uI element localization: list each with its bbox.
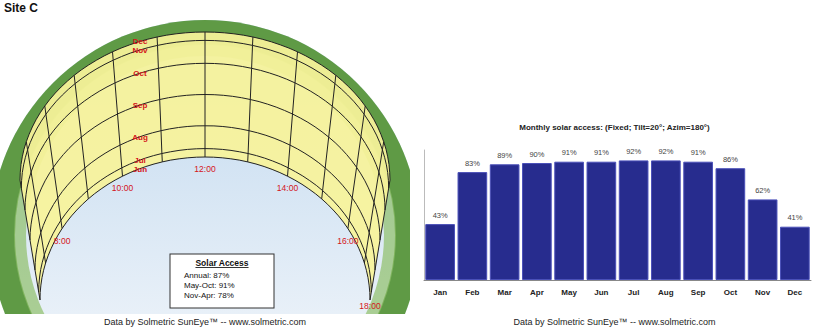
svg-text:Jul: Jul xyxy=(628,288,640,297)
svg-text:92%: 92% xyxy=(658,147,673,156)
html-text:Site C: Site C xyxy=(4,1,38,15)
svg-text:Apr: Apr xyxy=(530,288,544,297)
svg-text:92%: 92% xyxy=(626,147,641,156)
svg-text:Dec: Dec xyxy=(788,288,803,297)
svg-text:12:00: 12:00 xyxy=(194,164,216,174)
svg-text:May-Oct: 91%: May-Oct: 91% xyxy=(184,281,235,290)
svg-text:Nov: Nov xyxy=(755,288,771,297)
svg-text:10:00: 10:00 xyxy=(112,183,134,193)
svg-text:89%: 89% xyxy=(497,151,512,160)
svg-text:62%: 62% xyxy=(755,186,770,195)
svg-text:91%: 91% xyxy=(594,148,609,157)
svg-text:8:00: 8:00 xyxy=(54,236,71,246)
svg-text:16:00: 16:00 xyxy=(337,236,359,246)
svg-text:Annual: 87%: Annual: 87% xyxy=(184,271,229,280)
svg-text:Aug: Aug xyxy=(658,288,674,297)
svg-text:Solar Access: Solar Access xyxy=(195,258,248,268)
svg-text:14:00: 14:00 xyxy=(277,183,299,193)
svg-text:43%: 43% xyxy=(433,211,448,220)
svg-text:Oct: Oct xyxy=(133,69,147,78)
svg-text:Dec: Dec xyxy=(132,37,148,47)
svg-text:91%: 91% xyxy=(691,148,706,157)
svg-text:Aug: Aug xyxy=(132,133,148,142)
svg-text:May: May xyxy=(561,288,577,297)
html-text:Data by Solmetric SunEye™ -- w: Data by Solmetric SunEye™ -- www.solmetr… xyxy=(513,317,716,327)
svg-text:Nov: Nov xyxy=(132,46,148,55)
html-text:Data by Solmetric SunEye™ -- w: Data by Solmetric SunEye™ -- www.solmetr… xyxy=(104,317,306,327)
svg-text:Jun: Jun xyxy=(594,288,608,297)
svg-text:91%: 91% xyxy=(562,148,577,157)
svg-text:Sep: Sep xyxy=(691,288,706,297)
svg-text:Nov-Apr: 78%: Nov-Apr: 78% xyxy=(184,291,234,300)
svg-text:Mar: Mar xyxy=(498,288,512,297)
svg-text:Jun: Jun xyxy=(133,165,147,174)
svg-text:18:00: 18:00 xyxy=(359,301,381,311)
svg-text:Monthly solar access: (Fixed;: Monthly solar access: (Fixed; Tilt=20°; … xyxy=(519,123,710,132)
svg-text:Jan: Jan xyxy=(433,288,447,297)
svg-text:Feb: Feb xyxy=(465,288,479,297)
svg-text:Sep: Sep xyxy=(133,101,148,110)
svg-text:83%: 83% xyxy=(465,159,480,168)
svg-text:Oct: Oct xyxy=(724,288,738,297)
svg-text:90%: 90% xyxy=(529,150,544,159)
svg-text:86%: 86% xyxy=(723,155,738,164)
svg-text:41%: 41% xyxy=(787,213,802,222)
svg-text:Jul: Jul xyxy=(134,156,146,165)
